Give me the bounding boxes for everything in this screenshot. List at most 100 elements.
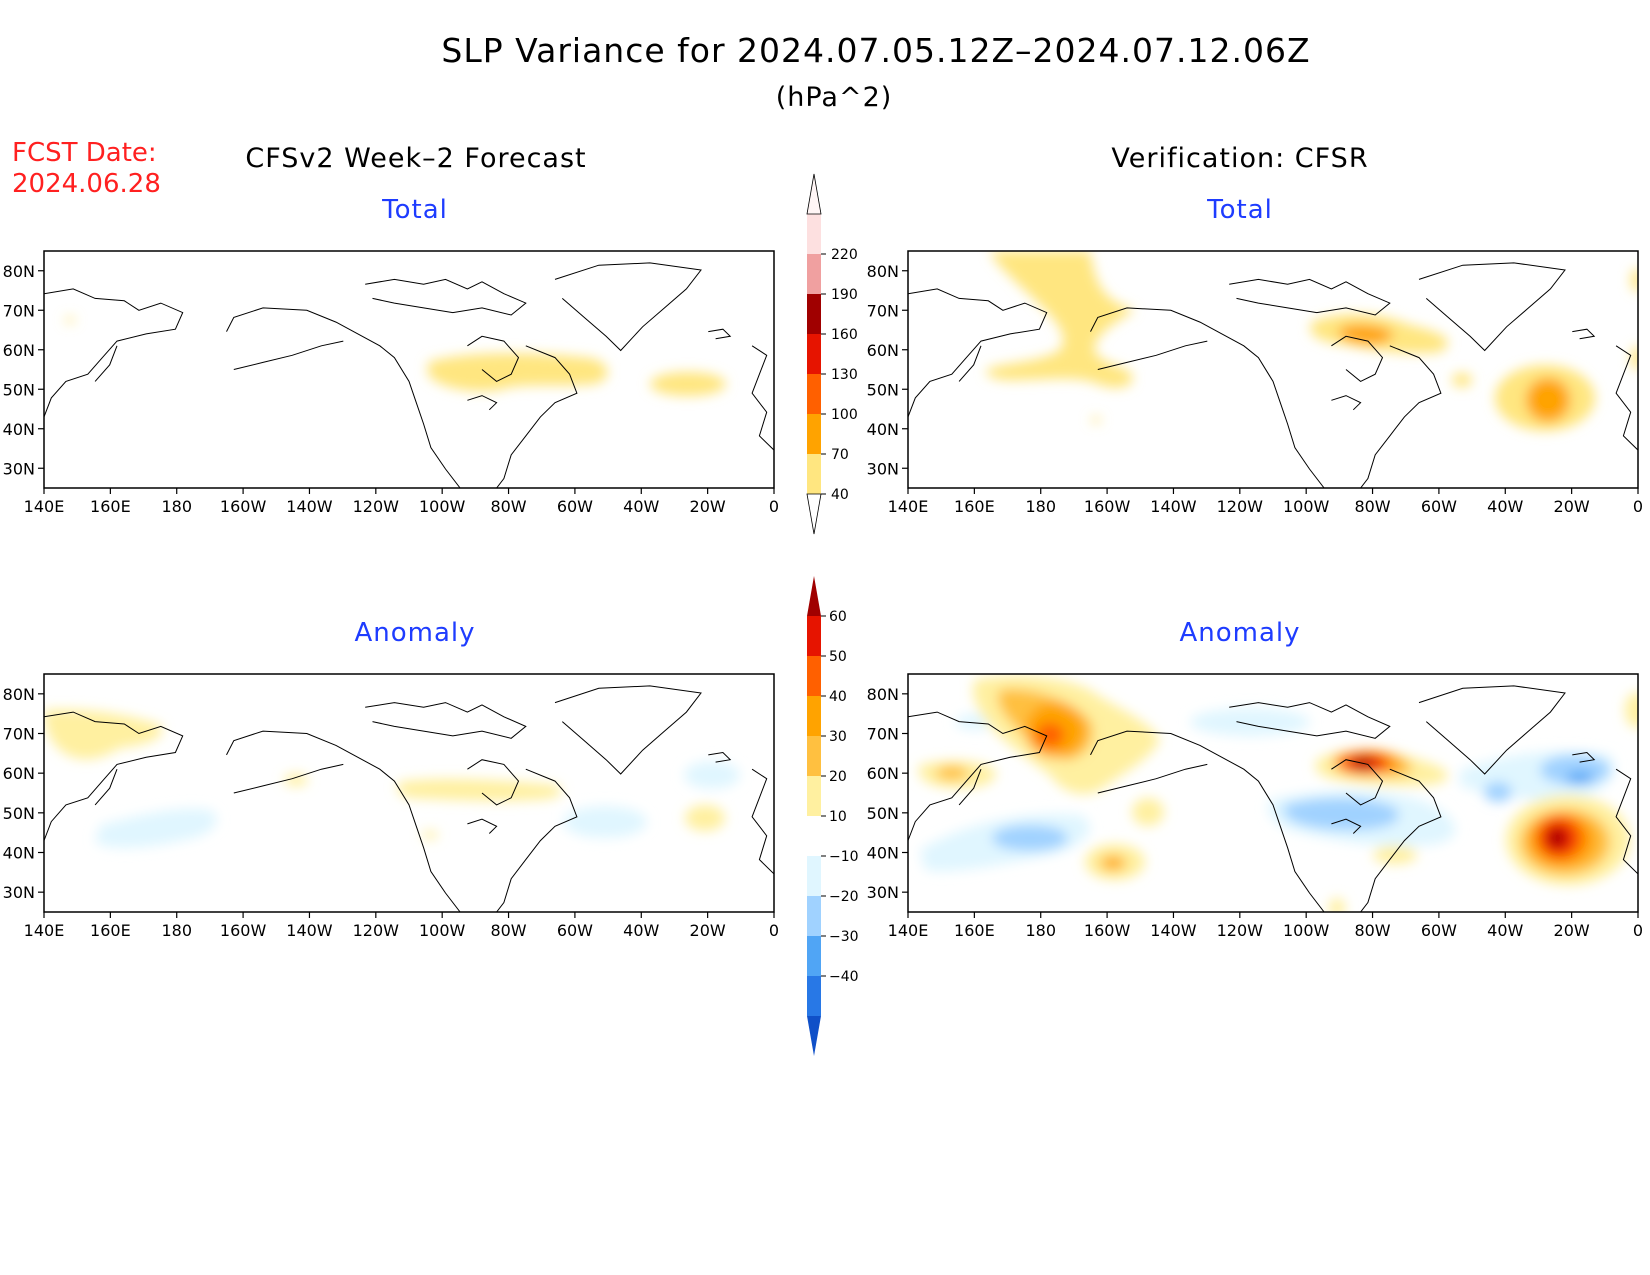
shade-pacific-dot <box>1091 417 1101 423</box>
colorbar-anomaly-box <box>807 656 821 696</box>
coastline <box>708 328 732 340</box>
shade-siberia-10-20 <box>44 709 163 760</box>
lon-label: 60W <box>1421 921 1457 940</box>
forecast-column-title: CFSv2 Week–2 Forecast <box>245 143 586 174</box>
lat-label: 80N <box>867 685 899 704</box>
colorbar-anomaly: 60 50 40 30 20 10 −10 −20 −30 −40 <box>807 576 859 1056</box>
lon-label: 140W <box>286 921 333 940</box>
lon-label: 160W <box>220 497 267 516</box>
coastline <box>365 278 527 316</box>
colorbar-total-top-arrow <box>806 173 822 215</box>
shade-edge-40-70 <box>1631 268 1638 292</box>
lat-label: 30N <box>3 459 35 478</box>
lon-label: 120W <box>1217 497 1264 516</box>
shade-atlantic-gt60 <box>1549 829 1565 847</box>
colorbar-anomaly-label: −10 <box>829 849 859 865</box>
colorbar-anomaly-label: 50 <box>829 649 847 665</box>
lon-label: 40W <box>623 497 659 516</box>
coastline <box>554 262 702 352</box>
lon-label: 0 <box>769 497 779 516</box>
shade-atlantic-10-20 <box>685 805 725 831</box>
colorbar-total: 40 70 100 130 160 190 220 <box>806 173 858 535</box>
colorbar-total-label: 40 <box>831 487 849 503</box>
lon-label: 160W <box>1084 921 1131 940</box>
coastline <box>496 345 578 488</box>
coastline <box>467 335 520 382</box>
shade-edge2-40-70 <box>1631 346 1638 370</box>
colorbar-total-box <box>807 414 821 454</box>
coastline <box>1229 278 1391 316</box>
lon-label: 180 <box>161 921 192 940</box>
shade-gl-neg30 <box>1566 772 1594 784</box>
lon-label: 140E <box>24 497 65 516</box>
lat-label: 50N <box>867 380 899 399</box>
forecast-anomaly-frame <box>43 673 775 913</box>
colorbar-anomaly-label: 30 <box>829 729 847 745</box>
lat-label: 60N <box>3 341 35 360</box>
colorbar-total-label: 100 <box>831 407 858 423</box>
shade-northpole-neg10 <box>1190 708 1310 736</box>
shade-hudson-10-20 <box>397 778 562 801</box>
colorbar-total-label: 70 <box>831 447 849 463</box>
lon-label: 120W <box>353 497 400 516</box>
coastline <box>365 702 527 739</box>
coastline <box>1615 768 1638 875</box>
coastline <box>496 768 578 912</box>
coastline <box>1331 395 1362 411</box>
lon-label: 60W <box>557 921 593 940</box>
forecast-anomaly-map: 80N 70N 60N 50N 40N 30N 140E 160E 180 160W 140W 120… <box>3 673 779 940</box>
verification-total-coastlines <box>908 262 1638 488</box>
verification-total-map: 80N 70N 60N 50N 40N 30N 140E 160E 180 160W 140W 120… <box>867 250 1643 516</box>
lat-label: 80N <box>3 685 35 704</box>
colorbar-anomaly-label: −20 <box>829 889 859 905</box>
verification-anomaly-axes: 80N 70N 60N 50N 40N 30N 140E 160E 180 160W 140W 120… <box>867 685 1643 940</box>
lon-label: 0 <box>1633 921 1643 940</box>
lon-label: 20W <box>1554 497 1590 516</box>
lat-label: 80N <box>867 262 899 281</box>
lon-label: 160W <box>220 921 267 940</box>
lon-label: 140W <box>1150 921 1197 940</box>
shade-atlantic-70-100 <box>1526 378 1570 422</box>
lon-label: 180 <box>1025 921 1056 940</box>
shade-edge-10-20 <box>1625 692 1638 728</box>
shade-bering-40-70 <box>986 251 1135 388</box>
lat-label: 80N <box>3 262 35 281</box>
coastline <box>44 288 184 418</box>
coastline <box>1229 702 1391 739</box>
lon-label: 20W <box>690 921 726 940</box>
shade-bering-40-50 <box>1036 723 1064 747</box>
coastline <box>1418 262 1566 352</box>
figure-units: (hPa^2) <box>776 82 893 113</box>
colorbar-total-label: 220 <box>831 247 858 263</box>
colorbar-total-box <box>807 294 821 334</box>
forecast-anomaly-shading <box>44 709 740 848</box>
lat-label: 70N <box>867 725 899 744</box>
coastline <box>226 307 461 488</box>
shade-pacific-neg20 <box>992 825 1068 851</box>
lat-label: 70N <box>3 725 35 744</box>
lat-label: 30N <box>867 883 899 902</box>
verification-anomaly-coastlines <box>908 685 1638 912</box>
coastline <box>908 288 1048 418</box>
colorbar-anomaly-box <box>807 816 821 856</box>
colorbar-anomaly-box <box>807 616 821 656</box>
lon-label: 100W <box>419 497 466 516</box>
colorbar-total-box <box>807 214 821 254</box>
shade-pac2-30 <box>1107 858 1119 868</box>
lat-label: 50N <box>3 380 35 399</box>
shade-labrador-neg20 <box>1484 782 1512 802</box>
verification-total-axes: 80N 70N 60N 50N 40N 30N 140E 160E 180 160W 140W 120… <box>867 262 1643 516</box>
shade-gulf-alaska-10-20 <box>284 774 308 786</box>
shade-canada-40-70 <box>428 353 608 392</box>
lon-label: 80W <box>490 921 526 940</box>
colorbar-total-label: 130 <box>831 367 858 383</box>
lon-label: 100W <box>1283 497 1330 516</box>
colorbar-anomaly-label: 10 <box>829 809 847 825</box>
coastline <box>751 768 774 875</box>
shade-greenland-neg10 <box>684 761 740 789</box>
lon-label: 140W <box>286 497 333 516</box>
coastline <box>751 345 774 451</box>
colorbar-total-box <box>807 374 821 414</box>
lon-label: 180 <box>1025 497 1056 516</box>
